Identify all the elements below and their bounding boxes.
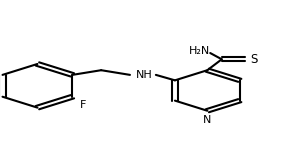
Text: NH: NH (136, 70, 153, 80)
Text: S: S (251, 53, 258, 66)
Text: H₂N: H₂N (189, 46, 210, 56)
Text: F: F (79, 100, 86, 110)
Text: N: N (203, 115, 212, 125)
